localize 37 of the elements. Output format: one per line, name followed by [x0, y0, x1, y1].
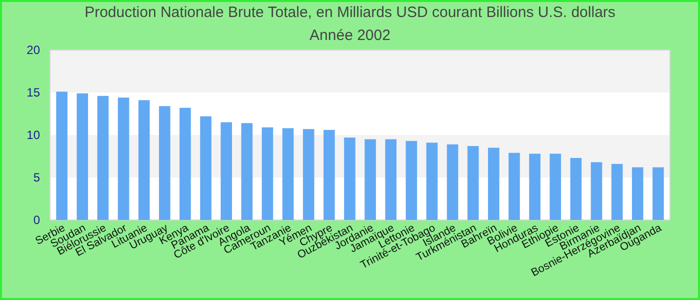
bar	[180, 108, 191, 220]
y-tick-label: 15	[26, 86, 40, 100]
chart-title: Production Nationale Brute Totale, en Milliards USD courant Billions U.S. dollars	[84, 4, 616, 21]
bar	[344, 138, 356, 220]
bar	[158, 106, 170, 220]
bar	[138, 100, 150, 220]
bar	[652, 167, 664, 220]
bar	[550, 154, 562, 220]
bar	[364, 139, 376, 220]
bar	[446, 144, 458, 220]
bar	[76, 93, 88, 220]
bar	[97, 96, 109, 220]
y-tick-label: 20	[26, 43, 40, 58]
bar	[262, 127, 274, 220]
y-tick-label: 5	[33, 170, 40, 185]
bar	[241, 123, 253, 220]
bar	[508, 152, 520, 220]
bar	[632, 167, 644, 220]
bar	[220, 122, 232, 220]
bar	[611, 164, 623, 220]
bar	[385, 139, 396, 220]
chart-subtitle: Année 2002	[310, 27, 390, 44]
bar	[529, 154, 540, 220]
bar	[488, 148, 500, 220]
bar	[406, 140, 418, 220]
bar	[302, 129, 314, 220]
bar	[570, 158, 582, 220]
bar	[56, 92, 68, 220]
bar	[426, 142, 438, 220]
bar	[590, 162, 602, 220]
bar	[467, 146, 479, 220]
bar	[200, 116, 212, 220]
bar	[282, 128, 294, 220]
bar	[324, 130, 335, 220]
y-tick-label: 0	[33, 213, 40, 228]
bar	[118, 98, 130, 220]
y-tick-label: 10	[26, 128, 40, 142]
